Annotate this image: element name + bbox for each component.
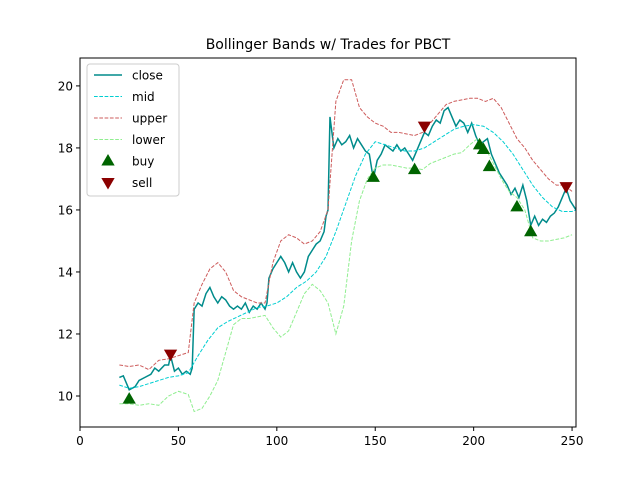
x-axis: 0 50 100 150 200 250 [76, 427, 584, 448]
sell-marker [559, 182, 573, 194]
x-tick-label: 250 [561, 434, 584, 448]
buy-marker [122, 392, 136, 404]
legend: close mid upper lower buy sell [86, 63, 180, 197]
buy-marker [476, 142, 491, 155]
sell-marker [163, 349, 178, 362]
legend-label-upper: upper [132, 112, 167, 126]
y-tick-label: 14 [58, 265, 73, 279]
marker-layer [122, 121, 573, 404]
x-tick-label: 50 [171, 434, 186, 448]
y-axis: 10 12 14 16 18 20 [58, 79, 80, 403]
buy-marker [407, 162, 422, 175]
buy-marker [482, 159, 497, 172]
buy-marker [524, 224, 538, 237]
sell-marker [417, 121, 432, 134]
x-tick-label: 150 [364, 434, 387, 448]
buy-marker [510, 199, 524, 212]
series-line-upper [119, 79, 573, 371]
series-line-close [119, 106, 576, 391]
legend-swatch-buy [101, 154, 115, 166]
legend-swatch-sell [101, 177, 115, 190]
series-layer [119, 79, 576, 413]
legend-label-buy: buy [132, 155, 154, 169]
legend-label-lower: lower [132, 133, 165, 147]
legend-label-sell: sell [132, 176, 152, 190]
y-tick-label: 18 [58, 141, 73, 155]
chart-title: Bollinger Bands w/ Trades for PBCT [206, 37, 451, 53]
y-tick-label: 16 [58, 203, 73, 217]
buy-marker [366, 170, 380, 182]
legend-label-close: close [132, 69, 163, 83]
series-line-lower [119, 137, 573, 413]
x-tick-label: 100 [265, 434, 288, 448]
legend-label-mid: mid [132, 90, 155, 104]
series-line-mid [119, 124, 576, 389]
x-tick-label: 0 [76, 434, 84, 448]
y-tick-label: 20 [58, 79, 73, 93]
x-tick-label: 200 [462, 434, 485, 448]
y-tick-label: 12 [58, 327, 73, 341]
y-tick-label: 10 [58, 389, 73, 403]
plot-area-frame [79, 57, 577, 428]
